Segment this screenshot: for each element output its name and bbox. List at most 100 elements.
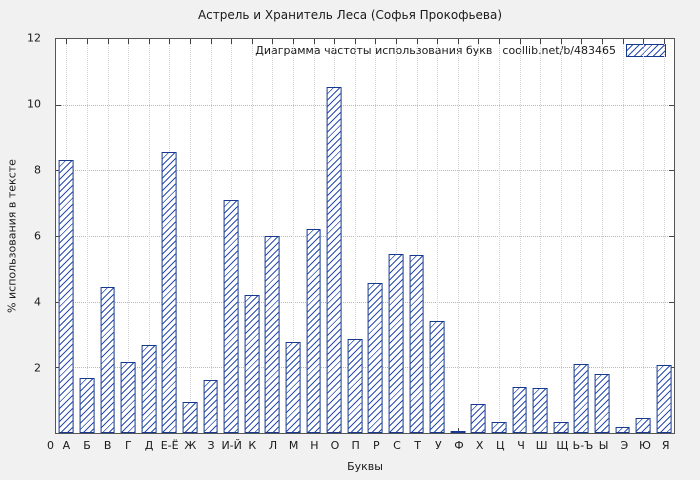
gridline-vertical — [210, 39, 212, 433]
legend: Диаграмма частоты использования букв coo… — [255, 44, 666, 57]
gridline-vertical — [86, 39, 88, 433]
x-tick-mark — [478, 39, 480, 44]
x-tick-mark — [457, 428, 459, 433]
gridline-vertical — [663, 39, 665, 433]
bar — [470, 404, 486, 433]
x-tick-label: У — [434, 439, 442, 452]
bar — [161, 152, 177, 433]
x-tick-mark — [251, 39, 253, 44]
x-tick-label: Т — [414, 439, 422, 452]
gridline-vertical — [519, 39, 521, 433]
y-tick-mark — [56, 367, 61, 369]
bar — [285, 342, 301, 433]
bar — [532, 388, 548, 433]
x-tick-mark — [272, 39, 274, 44]
x-tick-mark — [457, 39, 459, 44]
gridline-horizontal — [56, 301, 674, 303]
x-tick-label: Л — [268, 439, 278, 452]
x-tick-label: Н — [310, 439, 319, 452]
bar — [429, 321, 445, 433]
gridline-horizontal — [56, 236, 674, 237]
x-tick-label: Д — [144, 439, 154, 452]
x-tick-label: А — [62, 439, 71, 452]
x-tick-mark — [66, 39, 68, 44]
gridline-vertical — [498, 39, 500, 433]
y-tick-mark — [669, 170, 674, 172]
gridline-vertical — [457, 39, 459, 433]
gridline-vertical — [437, 39, 439, 433]
bar — [347, 339, 363, 433]
x-tick-mark — [560, 39, 562, 44]
bar — [553, 422, 569, 433]
bar — [635, 418, 651, 433]
x-tick-label: Х — [475, 439, 484, 452]
x-tick-label: П — [351, 439, 360, 452]
x-tick-label: Ф — [454, 439, 464, 452]
x-tick-mark — [292, 39, 294, 44]
gridline-vertical — [478, 39, 480, 433]
x-tick-label: Е-Ё — [160, 439, 179, 452]
legend-swatch — [626, 44, 666, 57]
bar — [141, 345, 157, 433]
chart-title: Астрель и Хранитель Леса (Софья Прокофье… — [197, 8, 503, 22]
bar — [58, 160, 74, 433]
bar — [450, 431, 466, 433]
gridline-vertical — [292, 39, 294, 433]
x-tick-label: Ж — [184, 439, 197, 452]
x-tick-mark — [128, 39, 130, 44]
x-tick-mark — [663, 39, 665, 44]
gridline-vertical — [560, 39, 562, 433]
bar — [326, 86, 342, 433]
x-tick-mark — [581, 39, 583, 44]
x-tick-label: Р — [373, 439, 380, 452]
bar — [594, 374, 610, 433]
y-tick-mark — [56, 170, 61, 172]
x-tick-label: С — [393, 439, 401, 452]
bar — [388, 254, 404, 433]
x-tick-mark — [148, 39, 150, 44]
x-tick-labels: 0 А Б В Г Д Е-Ё Ж З И-Й К Л М Н О П Р С Т У Ф Х Ц Ч Ш Щ Ь-Ъ Ы Э Ю Я — [47, 439, 676, 453]
y-tick-mark — [56, 301, 61, 303]
gridline-horizontal — [56, 104, 674, 106]
y-tick-mark — [669, 236, 674, 237]
x-tick-mark — [416, 39, 418, 44]
x-axis-label: Буквы — [347, 460, 383, 473]
x-tick-mark — [231, 39, 233, 44]
bar — [244, 295, 260, 433]
y-tick-label: 10 — [27, 97, 41, 111]
gridline-vertical — [107, 39, 109, 433]
bar — [120, 362, 136, 433]
bar — [615, 427, 630, 433]
gridline-vertical — [148, 39, 150, 433]
gridline-vertical — [643, 39, 645, 433]
gridline-horizontal — [56, 367, 674, 369]
x-tick-mark — [437, 39, 439, 44]
bar — [264, 236, 280, 433]
bar — [306, 229, 321, 433]
x-tick-label: З — [207, 439, 215, 452]
x-tick-mark — [395, 39, 397, 44]
y-tick-label: 8 — [34, 163, 41, 177]
bar — [491, 422, 507, 433]
bar — [367, 282, 383, 433]
origin-tick-label: 0 — [47, 439, 54, 452]
bar — [512, 387, 527, 433]
gridline-vertical — [581, 39, 583, 433]
x-tick-label: Г — [124, 439, 132, 452]
plot-area: Диаграмма частоты использования букв coo… — [55, 38, 675, 434]
x-tick-mark — [643, 39, 645, 44]
bar — [223, 199, 239, 433]
gridline-horizontal — [56, 170, 674, 172]
x-tick-mark — [107, 39, 109, 44]
bar — [100, 286, 115, 433]
gridline-vertical — [354, 39, 356, 433]
gridline-vertical — [622, 39, 624, 433]
x-tick-label: Б — [83, 439, 91, 452]
x-tick-mark — [86, 39, 88, 44]
x-tick-label: Я — [661, 439, 670, 452]
x-tick-mark — [375, 39, 377, 44]
legend-label: Диаграмма частоты использования букв — [255, 44, 493, 57]
gridline-vertical — [251, 39, 253, 433]
x-tick-mark — [354, 39, 356, 44]
